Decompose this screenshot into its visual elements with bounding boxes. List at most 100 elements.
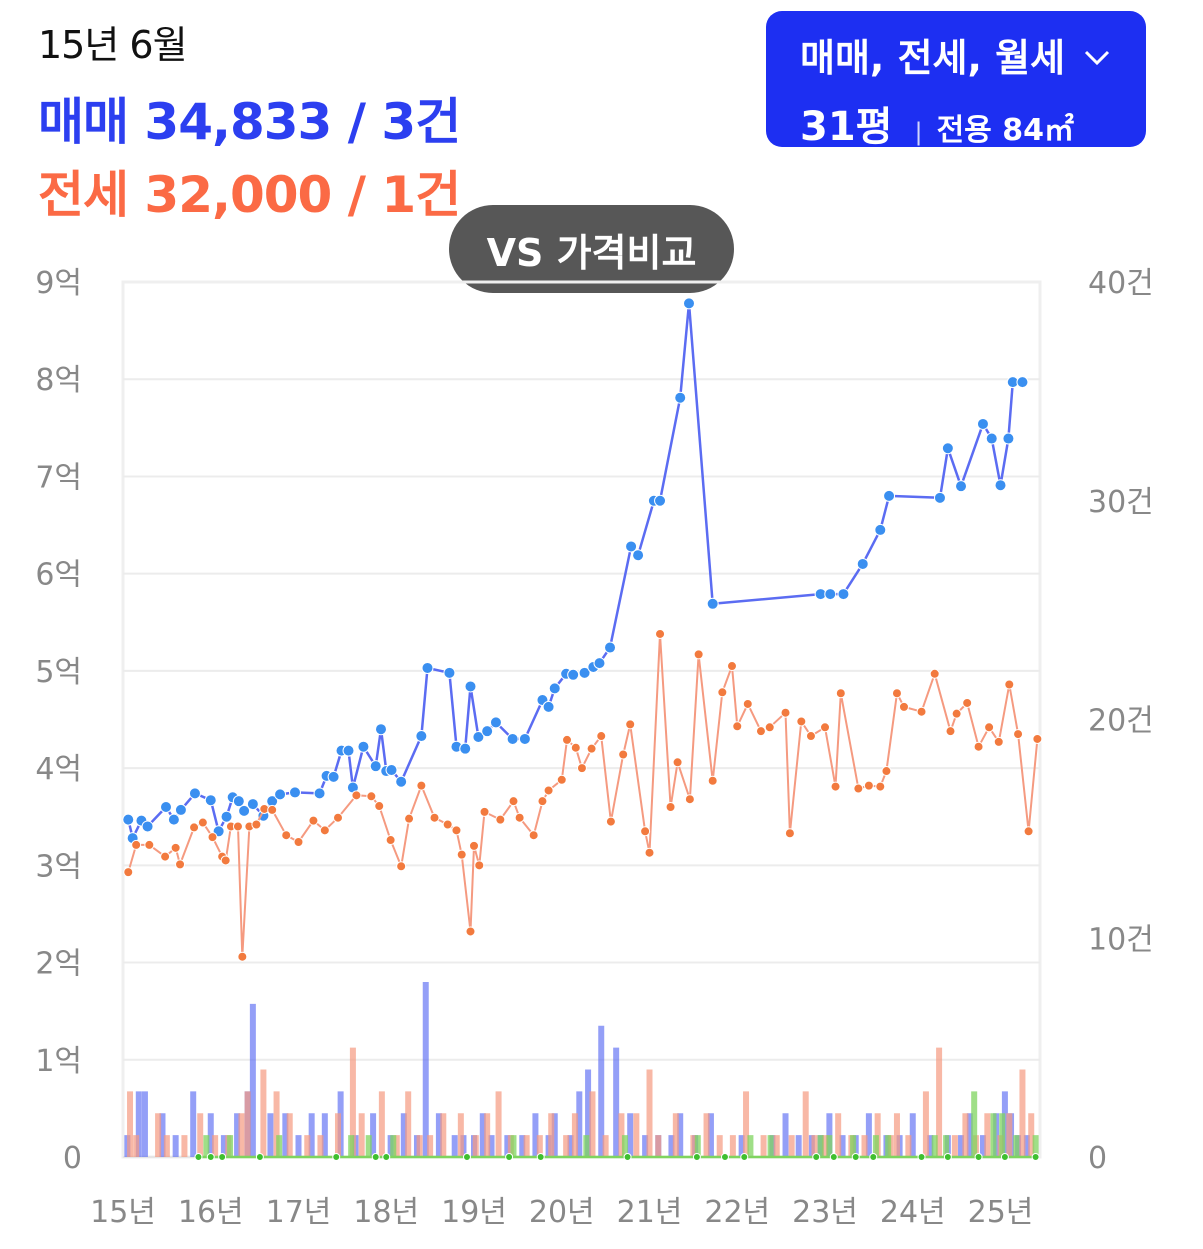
monthly-volume-bar [621,1135,628,1157]
sale-volume-bar [839,1135,846,1157]
data-point [489,716,502,729]
sale-volume-bar [707,1113,714,1157]
data-point [170,842,181,853]
data-point [382,1153,391,1161]
data-point [742,698,753,709]
jeonse-volume-bar [716,1135,723,1157]
data-point [1016,376,1029,389]
data-point [856,557,869,570]
data-point [332,812,343,823]
sale-volume-bar [159,1113,166,1157]
data-point [596,731,607,742]
data-point [451,825,462,836]
data-point [281,830,292,841]
jeonse-volume-bar [457,1113,464,1157]
data-point [625,540,638,553]
data-point [593,657,606,670]
data-point [443,666,456,679]
sale-volume-bar [795,1135,802,1157]
sale-volume-bar [220,1135,227,1157]
jeonse-volume-bar [672,1113,679,1157]
data-point [528,830,539,841]
data-point [374,801,385,812]
monthly-volume-bar [943,1135,950,1157]
monthly-volume-bar [872,1135,879,1157]
data-point [342,744,355,757]
data-point [945,726,956,737]
jeonse-volume-bar [286,1113,293,1157]
data-point [605,816,616,827]
sale-volume-bar [488,1135,495,1157]
data-point [175,859,186,870]
data-point [374,723,387,736]
data-point [357,740,370,753]
y-axis-left: 0 1억 2억 3억 4억 5억 6억 7억 8억 9억 [35,266,82,1176]
y-right-tick-label: 20건 [1088,704,1154,739]
sale-volume-bar [207,1113,214,1157]
data-point [204,794,217,807]
jeonse-volume-bar [703,1113,710,1157]
y-right-tick-label: 10건 [1088,922,1154,957]
x-tick-label: 23년 [792,1195,858,1230]
jeonse-volume-bar [893,1113,900,1157]
data-point [943,1153,952,1161]
data-point [416,780,427,791]
jeonse-volume-bar [618,1113,625,1157]
jeonse-volume-bar [440,1113,447,1157]
data-point [604,641,617,654]
data-point [237,951,248,962]
data-point [586,743,597,754]
data-point [1013,729,1024,740]
y-tick-label: 2억 [35,947,82,982]
compare-price-button[interactable]: VS 가격비교 [449,205,734,293]
data-point [220,855,231,866]
sale-volume-bar [613,1047,620,1157]
sale-volume-bar [234,1113,241,1157]
data-point [654,494,667,507]
data-point [973,741,984,752]
sale-volume-bar [519,1135,526,1157]
sale-volume-bar [598,1025,605,1157]
sale-volume-bar [966,1113,973,1157]
monthly-volume-bar [227,1135,234,1157]
jeonse-volume-bar [495,1091,502,1157]
data-point [246,798,259,811]
data-point [1002,432,1015,445]
deal-type-filter-button[interactable]: 매매, 전세, 월세 31평 | 전용 84㎡ [766,11,1146,150]
jeonse-volume-bar [922,1091,929,1157]
jeonse-volume-bar [633,1113,640,1157]
data-point [578,666,591,679]
jeonse-volume-bar [484,1113,491,1157]
data-point [456,849,467,860]
data-point [160,851,171,862]
jeonse-volume-bar [835,1113,842,1157]
data-point [462,1153,471,1161]
data-point [421,661,434,674]
data-point [706,597,719,610]
selected-month: 15년 6월 [38,23,188,67]
jeonse-volume-bar [1028,1113,1035,1157]
data-point [167,813,180,826]
sale-volume-bar [321,1113,328,1157]
sale-volume-bar [865,1113,872,1157]
jeonse-summary: 전세 32,000 / 1건 [38,166,461,224]
data-point [469,840,480,851]
sale-volume-bar [567,1135,574,1157]
sale-volume-bar [738,1135,745,1157]
y-tick-label: 3억 [35,849,82,884]
data-point [464,680,477,693]
jeonse-volume-bar [548,1113,555,1157]
data-point [404,813,415,824]
data-point [459,742,472,755]
sale-volume-bar [677,1113,684,1157]
jeonse-volume-bar [760,1135,767,1157]
y-axis-right: 0 10건 20건 30건 40건 [1088,266,1154,1176]
data-point [159,801,172,813]
price-lines [122,297,1043,1161]
data-point [385,835,396,846]
data-point [707,775,718,786]
jeonse-volume-bar [571,1113,578,1157]
data-point [189,822,200,833]
x-tick-label: 21년 [617,1195,683,1230]
